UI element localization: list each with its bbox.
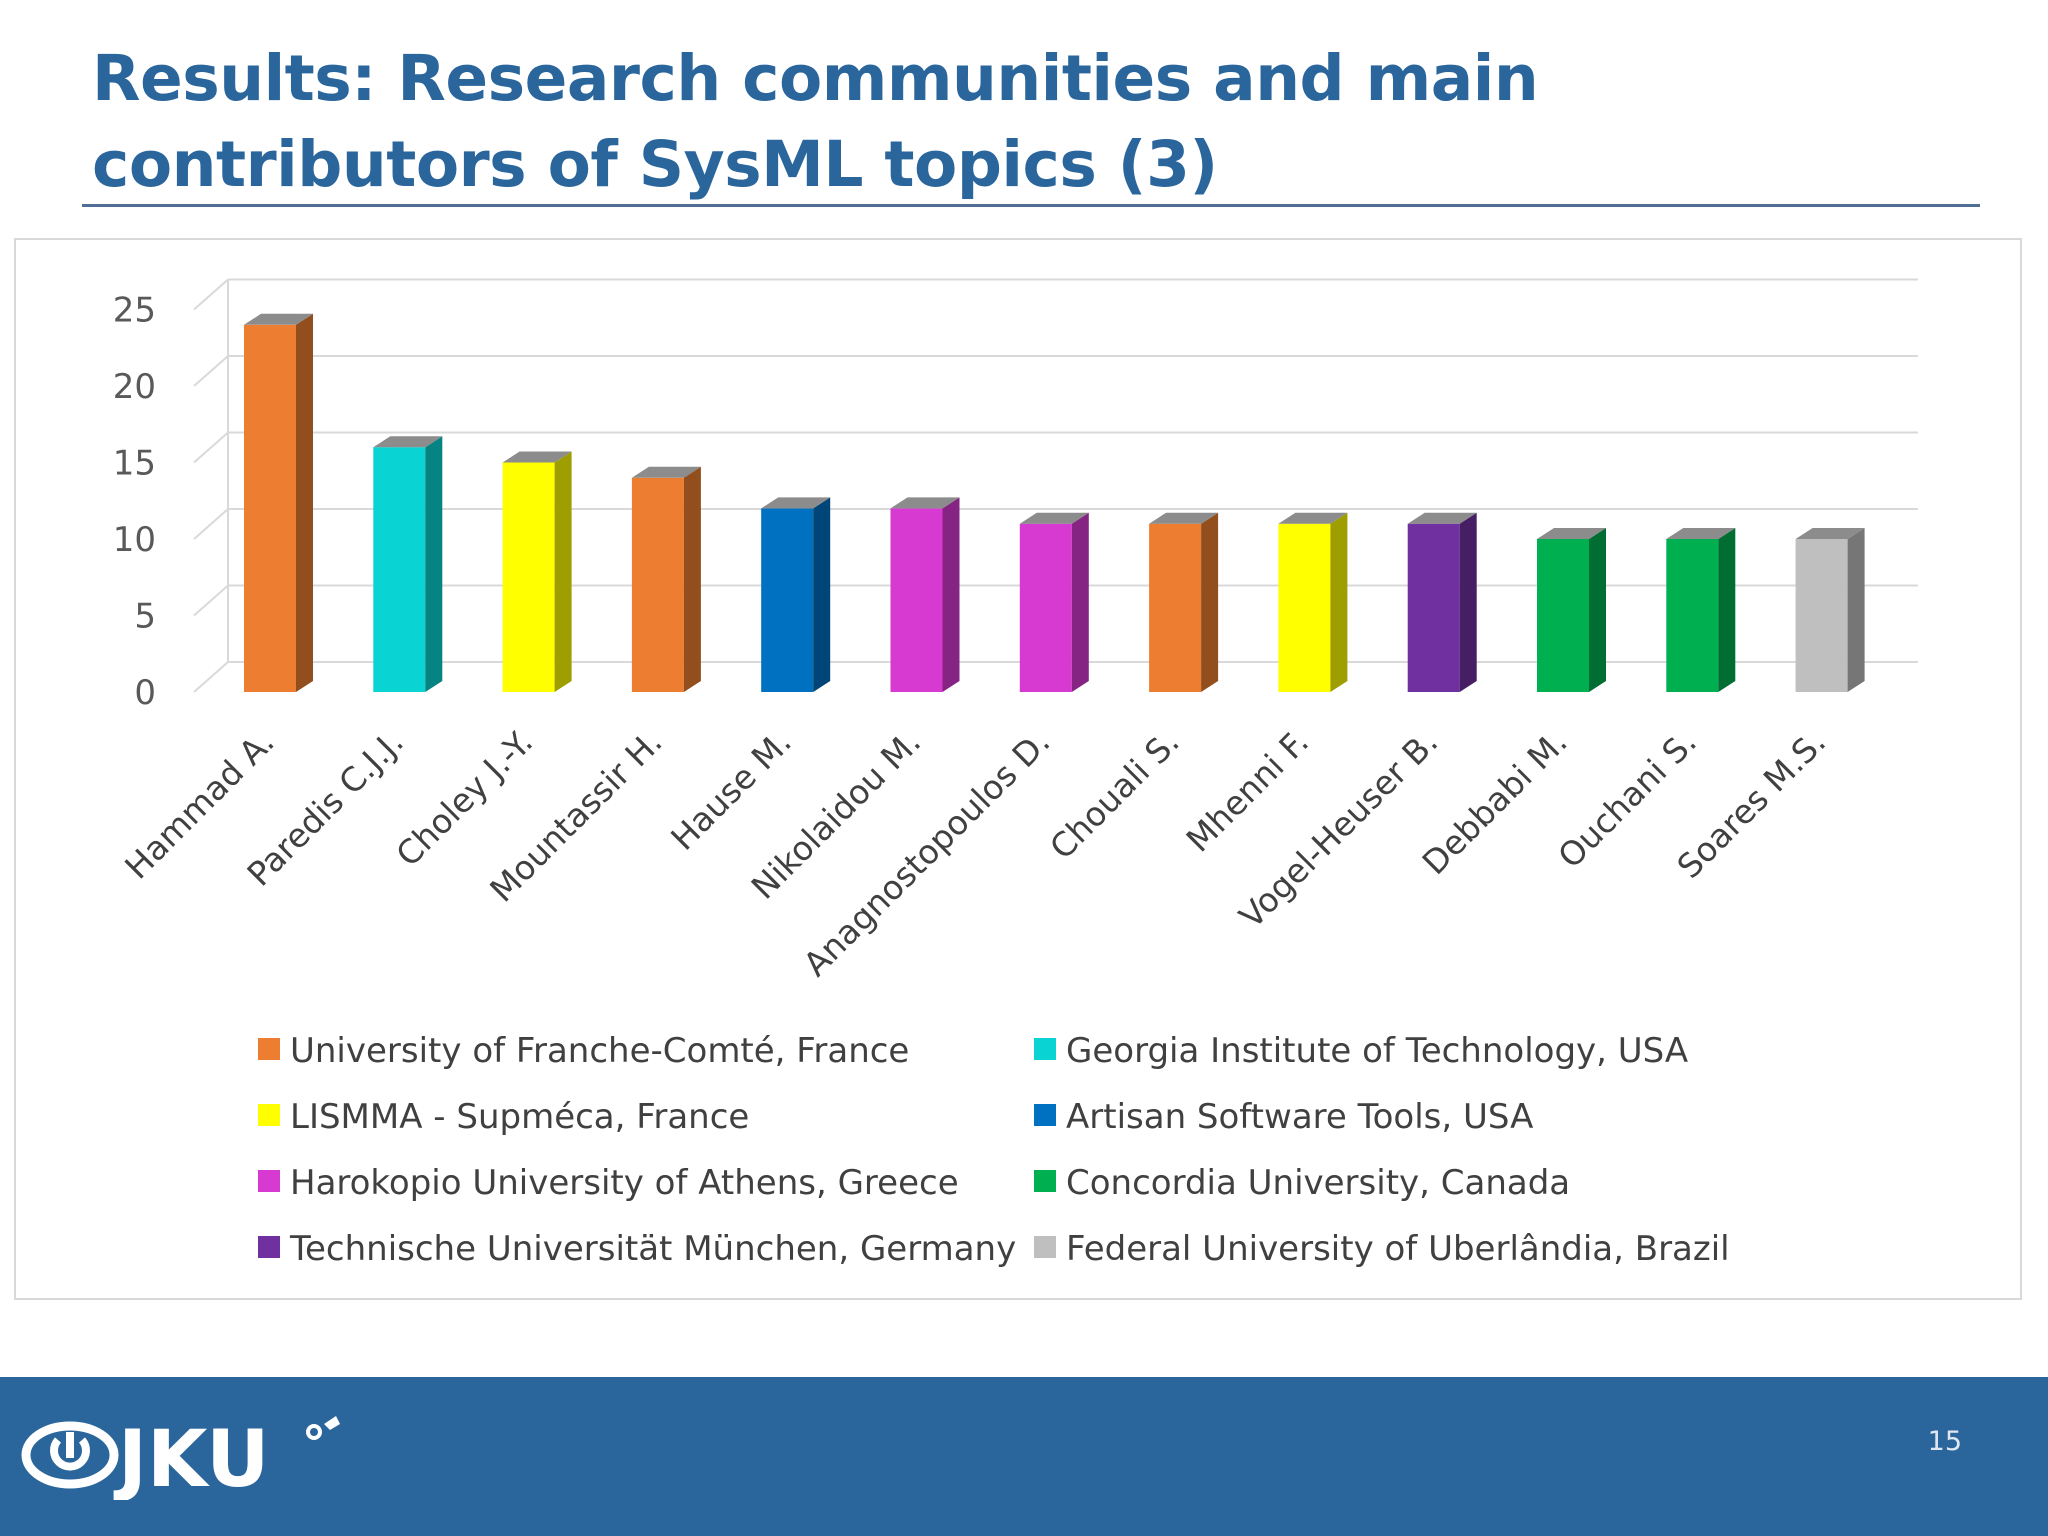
legend-entry: Georgia Institute of Technology, USA (1066, 1031, 1688, 1071)
bar-top (1666, 528, 1736, 539)
gridline-depth (193, 508, 229, 540)
bar-side (813, 497, 831, 692)
legend-swatch (258, 1104, 280, 1126)
gridline-depth (193, 431, 229, 464)
page-number: 15 (1927, 1426, 1962, 1457)
legend-swatch (258, 1170, 280, 1192)
y-tick-label: 0 (134, 673, 156, 713)
bar-side (1847, 528, 1865, 692)
bar-front (631, 477, 684, 692)
bar-side (1589, 528, 1606, 692)
y-tick-label: 25 (113, 291, 156, 331)
y-tick-label: 10 (113, 520, 156, 560)
legend-swatch (1034, 1104, 1056, 1126)
jku-logo-icon: JKU (21, 1415, 340, 1500)
bar-front (373, 447, 426, 692)
gridline-depth (193, 278, 229, 311)
footer-bar (0, 1377, 2048, 1536)
bar-side (1718, 528, 1736, 692)
y-tick-label: 20 (113, 367, 156, 407)
legend-entry: Artisan Software Tools, USA (1066, 1097, 1533, 1137)
bar-side (554, 451, 572, 692)
bar-top (1795, 528, 1865, 539)
gridline-depth (193, 355, 229, 387)
legend-swatch (1034, 1170, 1056, 1192)
logo-text: JKU (113, 1415, 269, 1500)
bar-top (1149, 512, 1219, 524)
bar-front (1019, 523, 1072, 692)
bar-front (1149, 523, 1202, 692)
bar-top (1537, 528, 1606, 539)
y-tick-label: 5 (134, 597, 156, 637)
bar-front (1278, 523, 1331, 692)
bar-top (631, 466, 701, 478)
bar-side (1459, 512, 1477, 692)
bar-top (244, 313, 313, 325)
x-tick-label: Mhenni F. (1179, 722, 1316, 859)
legend-swatch (1034, 1236, 1056, 1258)
bar-top (502, 451, 572, 463)
legend-entry: LISMMA - Supméca, France (290, 1097, 749, 1137)
title-divider (82, 204, 1980, 207)
gridline-depth (193, 584, 229, 617)
legend-entry: Federal University of Uberlândia, Brazil (1066, 1229, 1730, 1269)
bar-side (1201, 512, 1219, 692)
bar-front (1666, 539, 1719, 692)
bar-top (373, 436, 443, 448)
legend-entry: University of Franche-Comté, France (290, 1031, 909, 1071)
bar-side (683, 466, 701, 692)
bar-front (1407, 523, 1460, 692)
slide-title: Results: Research communities and main c… (92, 42, 1539, 201)
bar-top (1407, 512, 1477, 524)
bar-front (761, 508, 814, 692)
legend-swatch (1034, 1038, 1056, 1060)
legend-swatch (258, 1236, 280, 1258)
gridline-depth (193, 661, 229, 693)
bar-front (890, 508, 943, 692)
chart-frame: 0 5 10 15 20 25 Hammad A. Paredis C.J.J. Choley … (14, 238, 2022, 1300)
x-tick-label: Anagnostopoulos D. (796, 722, 1058, 984)
bar-top (890, 497, 960, 509)
x-tick-label: Hause M. (663, 722, 799, 858)
bar-side (1071, 512, 1089, 692)
legend-entry: Technische Universität München, Germany (289, 1229, 1016, 1269)
bar-side (942, 497, 960, 692)
bar-side (1330, 512, 1348, 692)
legend-entry: Harokopio University of Athens, Greece (290, 1163, 959, 1203)
bar-front (244, 324, 296, 692)
bar-top (1019, 512, 1089, 524)
bar-side (296, 313, 313, 692)
bar-top (761, 497, 831, 509)
bar-front (1795, 539, 1848, 692)
x-tick-label: Chouali S. (1042, 722, 1187, 867)
bar-top (1278, 512, 1348, 524)
legend-swatch (258, 1038, 280, 1060)
y-tick-label: 15 (113, 444, 156, 484)
legend-entry: Concordia University, Canada (1066, 1163, 1570, 1203)
bar-front (502, 462, 555, 692)
bar-side (425, 436, 443, 692)
bar-front (1537, 539, 1589, 692)
